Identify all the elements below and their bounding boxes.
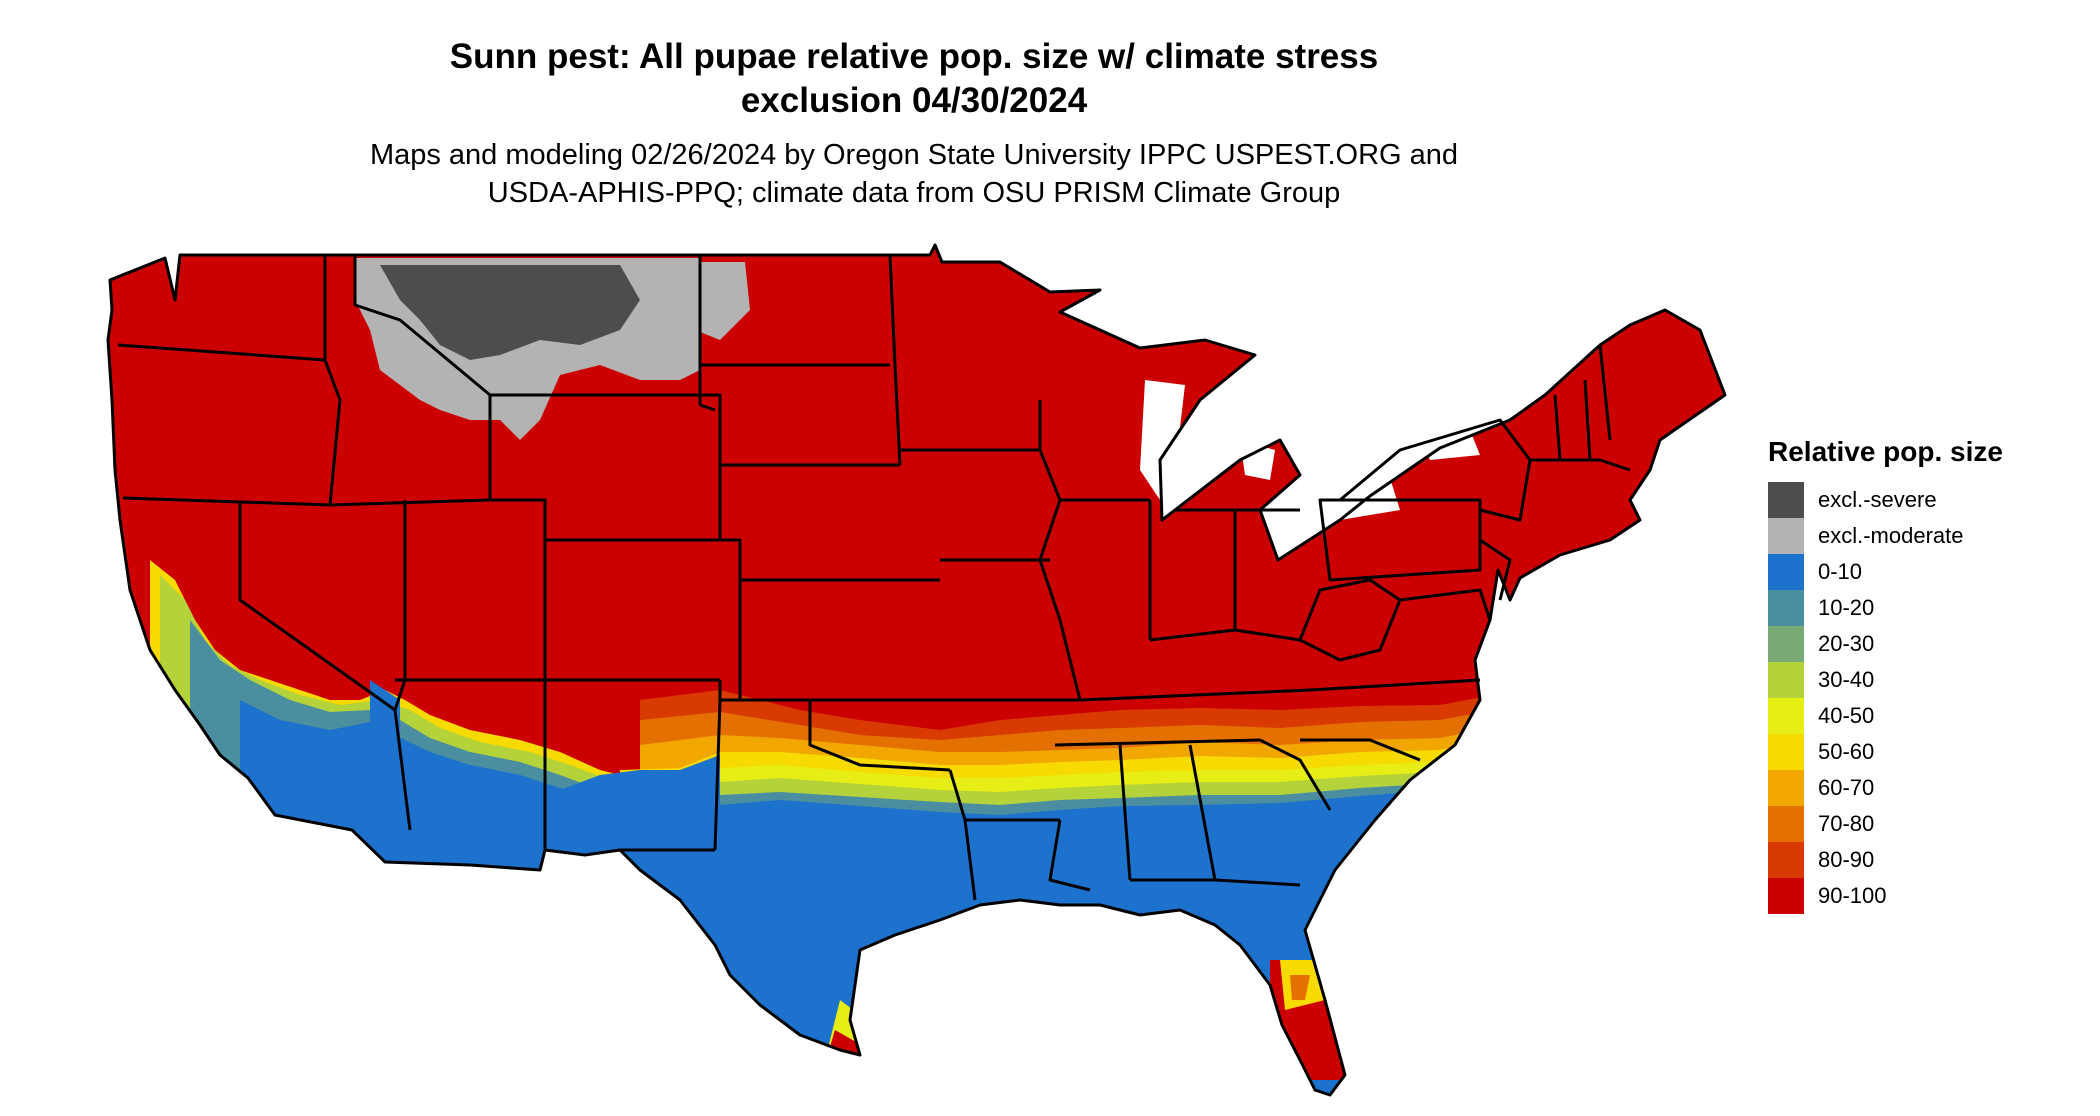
- legend-item: 60-70: [1768, 770, 2003, 806]
- legend-swatch: [1768, 806, 1804, 842]
- legend-swatch: [1768, 770, 1804, 806]
- map-subtitle-line-2: USDA-APHIS-PPQ; climate data from OSU PR…: [487, 177, 1341, 209]
- legend-swatch: [1768, 590, 1804, 626]
- legend-swatch: [1768, 482, 1804, 518]
- legend-item: 90-100: [1768, 878, 2003, 914]
- legend-label: 0-10: [1818, 559, 1863, 584]
- legend-swatch: [1768, 698, 1804, 734]
- legend-item: excl.-severe: [1768, 482, 2003, 518]
- legend-item: 70-80: [1768, 806, 2003, 842]
- legend-label: 40-50: [1818, 703, 1875, 728]
- legend-swatch: [1768, 626, 1804, 662]
- legend-swatch: [1768, 662, 1804, 698]
- legend-label: 70-80: [1818, 811, 1875, 836]
- legend-label: 30-40: [1818, 667, 1875, 692]
- legend-swatch: [1768, 554, 1804, 590]
- map-subtitle-line-1: Maps and modeling 02/26/2024 by Oregon S…: [369, 139, 1459, 171]
- legend-label: excl.-severe: [1818, 487, 1937, 512]
- legend-swatch: [1768, 878, 1804, 914]
- legend-label: 50-60: [1818, 739, 1875, 764]
- map-title-line-1: Sunn pest: All pupae relative pop. size …: [449, 37, 1379, 76]
- state-boundaries: [106, 243, 1727, 1097]
- legend-label: 60-70: [1818, 775, 1875, 800]
- legend-title: Relative pop. size: [1768, 436, 2003, 467]
- legend-label: 10-20: [1818, 595, 1875, 620]
- legend-item: 80-90: [1768, 842, 2003, 878]
- legend-label: excl.-moderate: [1818, 523, 1964, 548]
- legend-label: 80-90: [1818, 847, 1875, 872]
- legend-item: 10-20: [1768, 590, 2003, 626]
- legend: Relative pop. size excl.-severe excl.-mod…: [1768, 436, 2003, 914]
- legend-label: 90-100: [1818, 883, 1887, 908]
- legend-item: 30-40: [1768, 662, 2003, 698]
- legend-item: 40-50: [1768, 698, 2003, 734]
- legend-item: 50-60: [1768, 734, 2003, 770]
- legend-item: 20-30: [1768, 626, 2003, 662]
- legend-item: 0-10: [1768, 554, 2003, 590]
- legend-swatch: [1768, 734, 1804, 770]
- legend-swatch: [1768, 842, 1804, 878]
- legend-swatch: [1768, 518, 1804, 554]
- legend-items: excl.-severe excl.-moderate 0-10 10-20 20-30…: [1768, 482, 2003, 914]
- legend-label: 20-30: [1818, 631, 1875, 656]
- map-title-line-2: exclusion 04/30/2024: [740, 81, 1088, 120]
- legend-item: excl.-moderate: [1768, 518, 2003, 554]
